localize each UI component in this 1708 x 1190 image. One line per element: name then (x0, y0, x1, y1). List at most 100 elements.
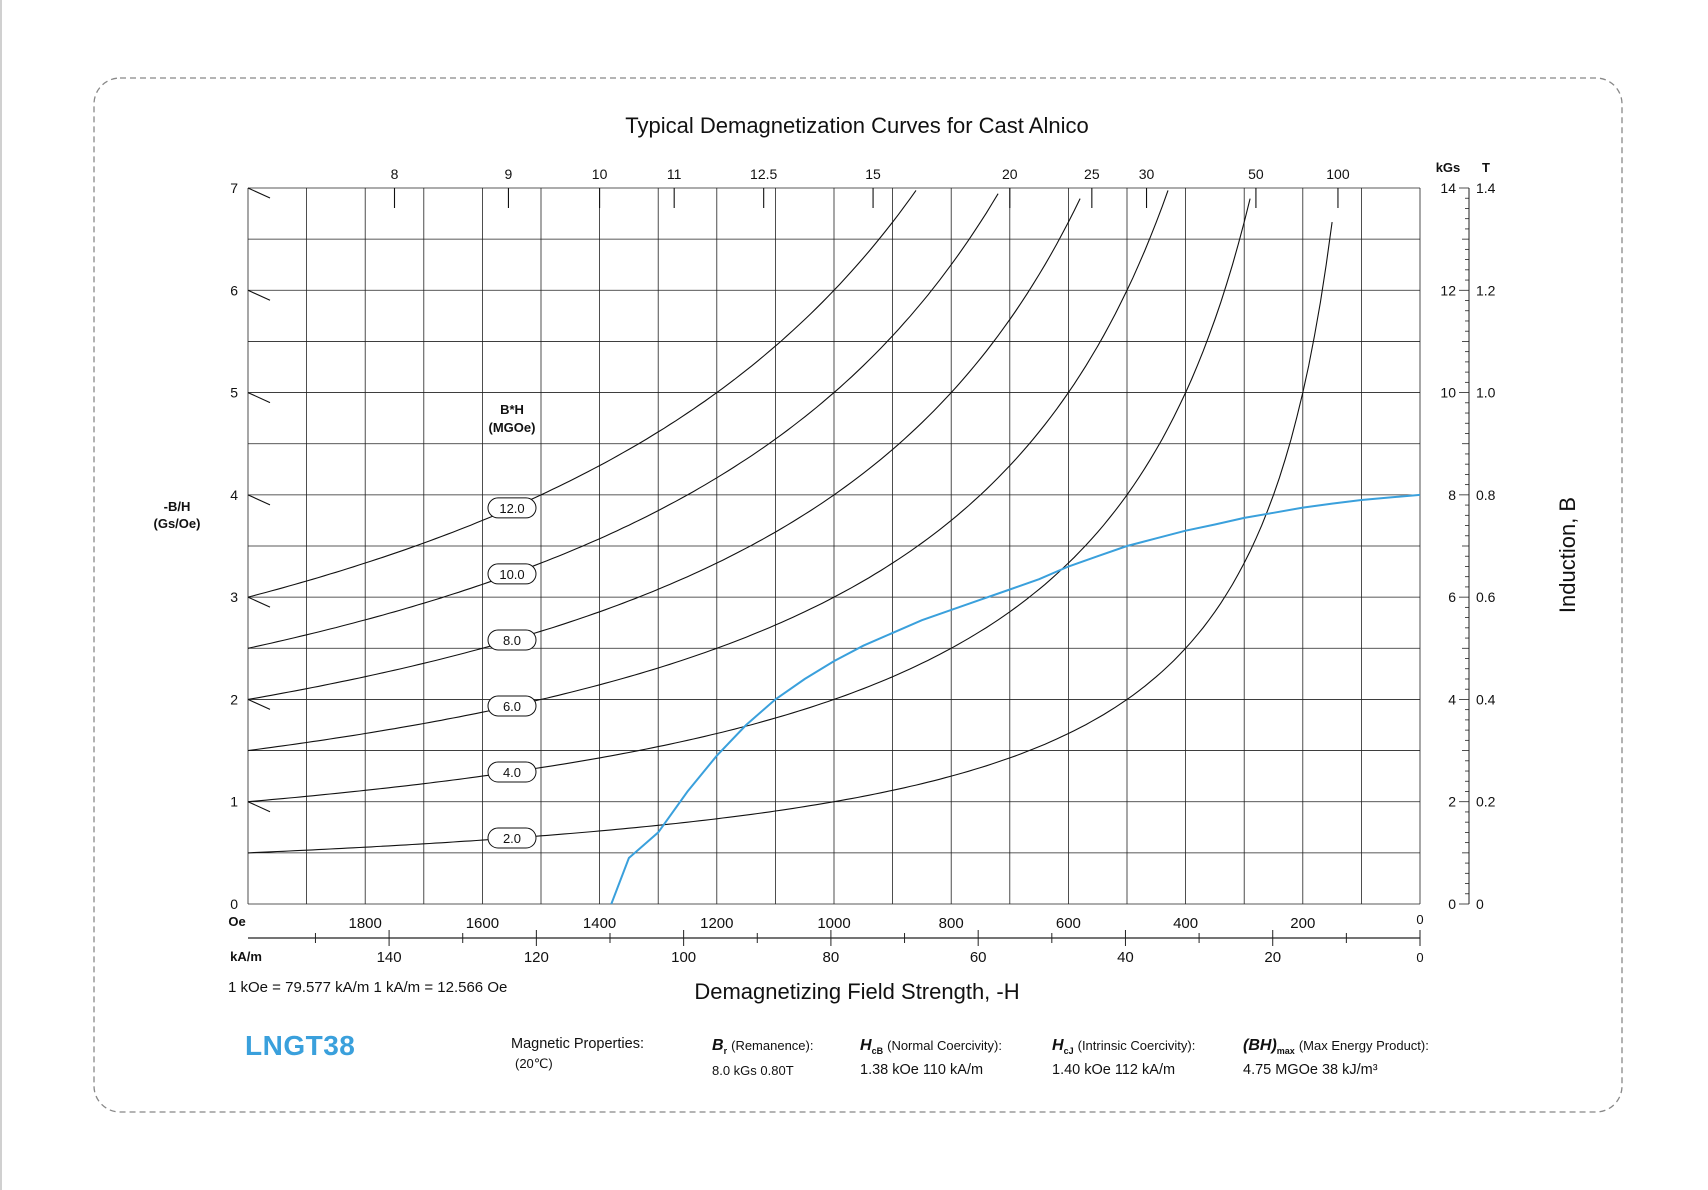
bh-label: 12.0 (499, 501, 524, 516)
bh-label-pill (487, 761, 537, 783)
right-kgs-tick-label: 12 (1440, 282, 1456, 298)
x-tick-label-kam: 20 (1264, 949, 1281, 966)
x-tick-label-kam-zero: 0 (1416, 950, 1423, 965)
demag-curve (610, 493, 1421, 905)
permeance-top-label: 10 (592, 166, 608, 182)
left-axis-label: -B/H (164, 499, 191, 514)
x-tick-label-oe: 1800 (349, 915, 382, 932)
left-tick-label: 4 (230, 487, 238, 503)
bh-label-pill (487, 629, 537, 651)
x-tick-label-oe-zero: 0 (1416, 912, 1423, 927)
bh-label-pill (487, 695, 537, 717)
left-axis-unit: (Gs/Oe) (154, 516, 201, 531)
right-t-tick-label: 1.0 (1476, 385, 1496, 401)
right-t-tick-label: 1.2 (1476, 282, 1496, 298)
left-tick-label: 7 (230, 180, 238, 196)
left-tick-label: 2 (230, 691, 238, 707)
x-tick-label-kam: 60 (970, 949, 987, 966)
prop-normal-coercivity: HcB (Normal Coercivity): 1.38 kOe 110 kA… (860, 1036, 1002, 1080)
x-tick-label-oe: 200 (1290, 915, 1315, 932)
grid (247, 187, 1470, 946)
x-tick-label-kam: 120 (524, 949, 549, 966)
hcb-subscript: cB (871, 1045, 884, 1056)
right-t-tick-label: 0 (1476, 896, 1484, 912)
bh-label-pill (487, 563, 537, 585)
right-t-tick-label: 0.8 (1476, 487, 1496, 503)
props-title: Magnetic Properties: (511, 1036, 644, 1052)
x-tick-label-oe: 600 (1056, 915, 1081, 932)
bh-curve (247, 198, 1251, 803)
x-tick-label-kam: 100 (671, 949, 696, 966)
right-kgs-tick-label: 4 (1448, 691, 1456, 707)
right-kgs-tick-label: 2 (1448, 794, 1456, 810)
right-kgs-tick-label: 8 (1448, 487, 1456, 503)
hcj-value: 1.40 kOe 112 kA/m (1052, 1061, 1176, 1078)
left-tick-label: 1 (230, 794, 238, 810)
bh-curves: 12.0 10.0 8.0 6.0 4.0 2.0 (247, 190, 1333, 854)
permeance-tick-left (247, 392, 271, 404)
permeance-top-label: 50 (1248, 166, 1264, 182)
bh-label-pill (487, 827, 537, 849)
hcb-value: 1.38 kOe 110 kA/m (860, 1061, 984, 1078)
right-t-tick-label: 0.4 (1476, 691, 1496, 707)
x-tick-label-oe: 400 (1173, 915, 1198, 932)
unit-oe: Oe (228, 914, 245, 929)
bh-header-unit: (MGOe) (489, 420, 536, 435)
unit-t: T (1482, 160, 1490, 175)
x-tick-label-oe: 1200 (700, 915, 733, 932)
hcb-symbol: H (860, 1037, 872, 1054)
permeance-top-label: 8 (391, 166, 399, 182)
bh-curve (247, 190, 1169, 752)
br-name: (Remanence): (731, 1038, 814, 1053)
bh-curve (247, 222, 1333, 854)
bh-label: 2.0 (503, 831, 521, 846)
prop-max-energy-product: (BH)max (Max Energy Product): 4.75 MGOe … (1243, 1036, 1429, 1080)
dashed-frame (93, 77, 1623, 1113)
permeance-top-label: 100 (1326, 166, 1350, 182)
props-heading: Magnetic Properties: (20℃) (511, 1035, 644, 1073)
hcb-name: (Normal Coercivity): (887, 1038, 1002, 1053)
permeance-tick-left (247, 698, 271, 710)
x-tick-label-oe: 1400 (583, 915, 616, 932)
permeance-tick-left (247, 187, 271, 199)
permeance-top-label: 11 (667, 166, 682, 182)
right-kgs-tick-label: 0 (1448, 896, 1456, 912)
bh-label: 4.0 (503, 765, 521, 780)
unit-kam: kA/m (230, 949, 262, 964)
hcj-symbol: H (1052, 1037, 1064, 1054)
bhmax-subscript: max (1276, 1045, 1295, 1056)
product-code: LNGT38 (245, 1030, 356, 1061)
bhmax-name: (Max Energy Product): (1298, 1038, 1429, 1053)
left-tick-label: 5 (230, 385, 238, 401)
permeance-ticks (247, 187, 1339, 813)
hcj-name: (Intrinsic Coercivity): (1077, 1038, 1196, 1053)
bhmax-symbol: (BH) (1243, 1037, 1277, 1054)
right-kgs-tick-label: 14 (1440, 180, 1456, 196)
permeance-tick-left (247, 494, 271, 506)
chart-title: Typical Demagnetization Curves for Cast … (625, 113, 1088, 138)
bh-header: B*H (500, 402, 524, 417)
br-subscript: r (723, 1045, 728, 1056)
bh-label-pill (487, 497, 537, 519)
bh-curve (247, 190, 917, 598)
right-axis-label: Induction, B (1555, 497, 1580, 613)
bh-curve (247, 193, 999, 649)
x-tick-label-kam: 40 (1117, 949, 1134, 966)
prop-intrinsic-coercivity: HcJ (Intrinsic Coercivity): 1.40 kOe 112… (1052, 1036, 1195, 1080)
br-value: 8.0 kGs 0.80T (712, 1062, 794, 1078)
x-tick-label-oe: 800 (939, 915, 964, 932)
x-tick-label-oe: 1000 (817, 915, 850, 932)
permeance-tick-left (247, 289, 271, 301)
axis-labels: 012345670246810121400.20.40.60.81.01.21.… (230, 166, 1495, 966)
right-kgs-tick-label: 6 (1448, 589, 1456, 605)
permeance-top-label: 12.5 (750, 166, 777, 182)
permeance-top-label: 20 (1002, 166, 1018, 182)
bh-curve (247, 198, 1081, 700)
bh-label: 6.0 (503, 699, 521, 714)
x-tick-label-oe: 1600 (466, 915, 499, 932)
conversion-note: 1 kOe = 79.577 kA/m 1 kA/m = 12.566 Oe (228, 979, 507, 996)
right-kgs-tick-label: 10 (1440, 385, 1456, 401)
permeance-top-label: 9 (505, 166, 513, 182)
